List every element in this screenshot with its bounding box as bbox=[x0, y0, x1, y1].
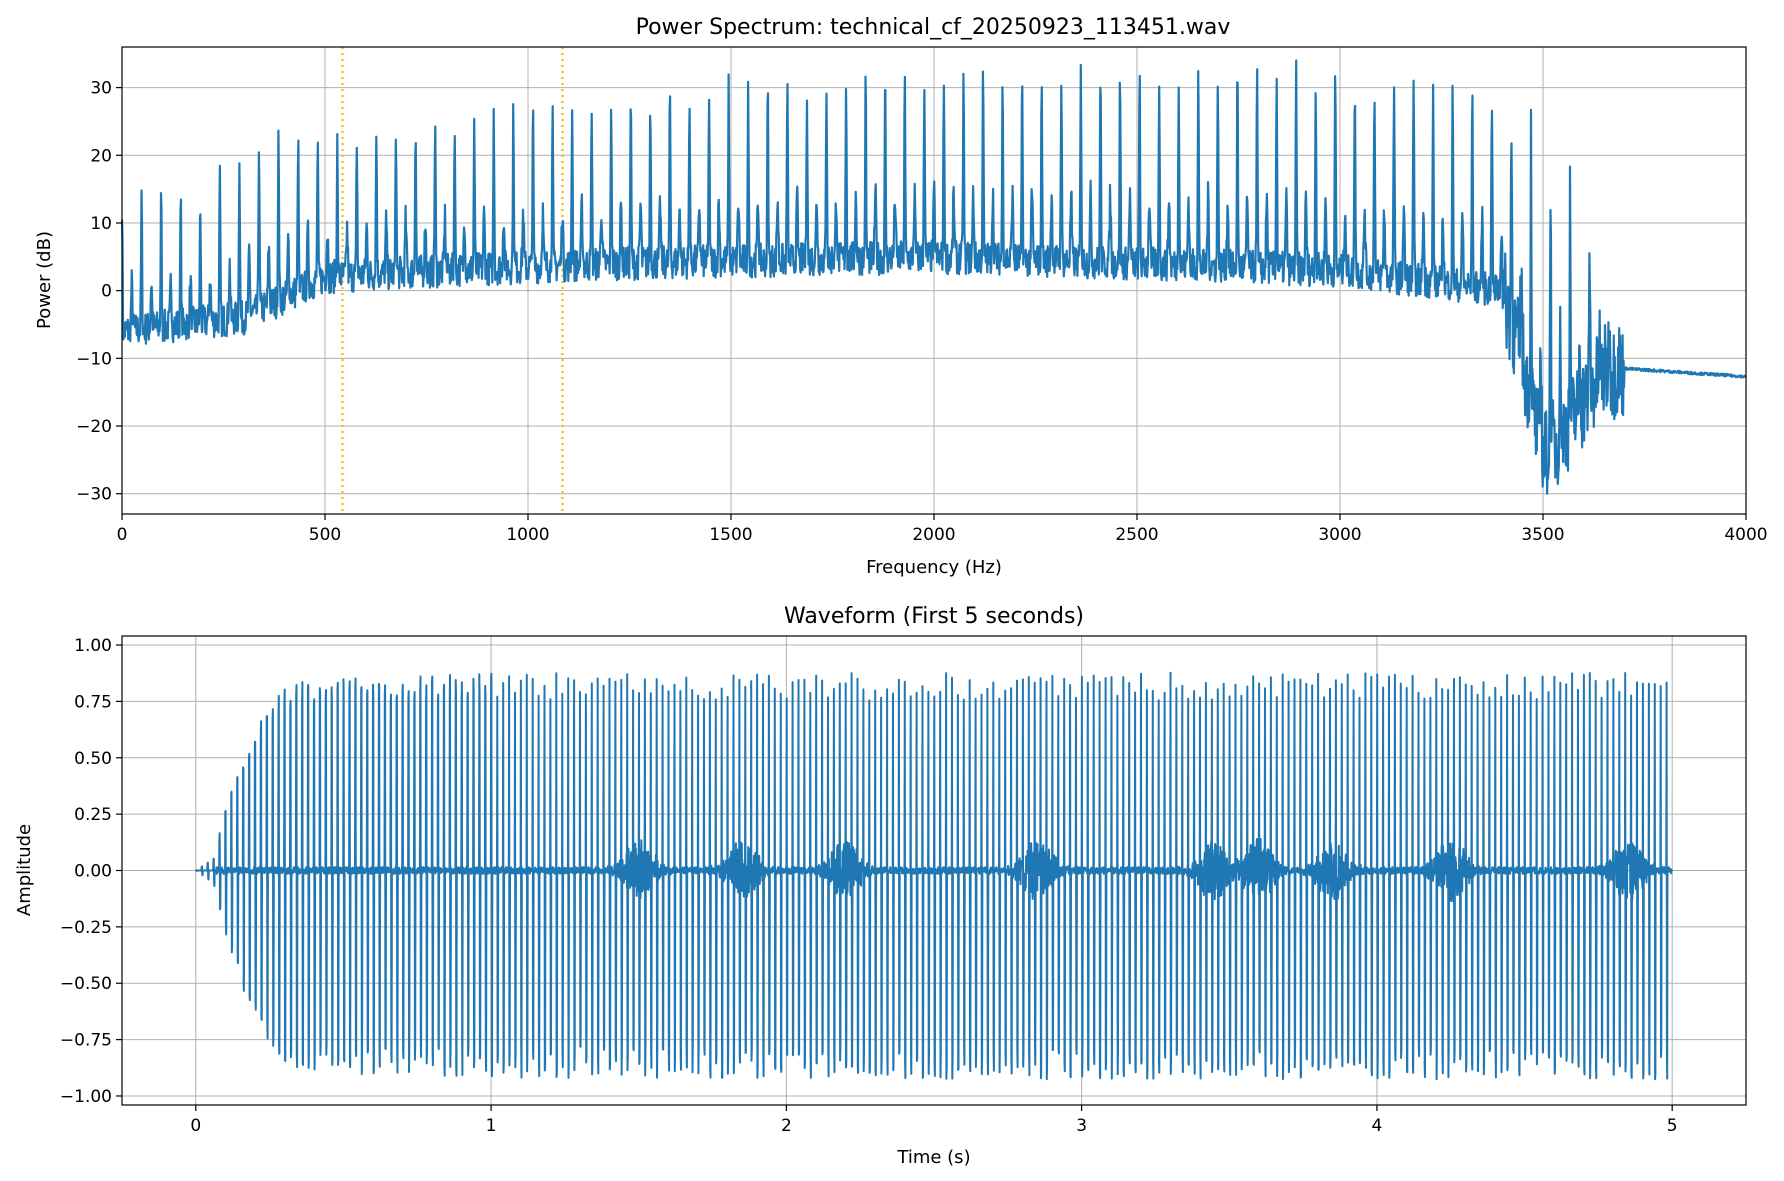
y-tick-label: 0.25 bbox=[74, 805, 112, 825]
x-tick-label: 2500 bbox=[1115, 525, 1158, 545]
x-tick-label: 3500 bbox=[1521, 525, 1564, 545]
x-tick-label: 1000 bbox=[506, 525, 549, 545]
x-tick-label: 5 bbox=[1667, 1116, 1678, 1136]
y-tick-label: 0.00 bbox=[74, 862, 112, 882]
x-tick-label: 1500 bbox=[709, 525, 752, 545]
power-spectrum-y-label: Power (dB) bbox=[34, 231, 55, 329]
x-tick-label: 0 bbox=[117, 525, 128, 545]
x-tick-label: 4000 bbox=[1724, 525, 1767, 545]
power-spectrum-y-ticks: −30 −20 −10 0 10 20 30 bbox=[76, 79, 122, 505]
y-tick-label: 10 bbox=[90, 214, 112, 234]
y-tick-label: 20 bbox=[90, 146, 112, 166]
x-tick-label: 3000 bbox=[1318, 525, 1361, 545]
y-tick-label: −0.25 bbox=[60, 918, 112, 938]
waveform-y-ticks: −1.00 −0.75 −0.50 −0.25 0.00 0.25 0.50 0.75 1.00 bbox=[60, 636, 122, 1107]
y-tick-label: −30 bbox=[76, 485, 112, 505]
power-spectrum-series bbox=[120, 59, 1747, 495]
y-tick-label: −10 bbox=[76, 349, 112, 369]
power-spectrum-title: Power Spectrum: technical_cf_20250923_11… bbox=[636, 15, 1231, 40]
y-tick-label: 0.75 bbox=[74, 692, 112, 712]
waveform-series bbox=[195, 671, 1673, 1081]
y-tick-label: −0.75 bbox=[60, 1031, 112, 1051]
power-spectrum-x-ticks: 0 500 1000 1500 2000 2500 3000 3500 4000 bbox=[117, 514, 1768, 545]
y-tick-label: 0 bbox=[101, 282, 112, 302]
x-tick-label: 3 bbox=[1076, 1116, 1087, 1136]
y-tick-label: 1.00 bbox=[74, 636, 112, 656]
waveform-y-label: Amplitude bbox=[14, 824, 35, 916]
x-tick-label: 0 bbox=[190, 1116, 201, 1136]
y-tick-label: 0.50 bbox=[74, 749, 112, 769]
y-tick-label: −0.50 bbox=[60, 974, 112, 994]
y-tick-label: 30 bbox=[90, 79, 112, 99]
x-tick-label: 2000 bbox=[912, 525, 955, 545]
waveform-title: Waveform (First 5 seconds) bbox=[784, 604, 1084, 629]
x-tick-label: 4 bbox=[1371, 1116, 1382, 1136]
y-tick-label: −20 bbox=[76, 417, 112, 437]
x-tick-label: 1 bbox=[486, 1116, 497, 1136]
y-tick-label: −1.00 bbox=[60, 1087, 112, 1107]
waveform-x-ticks: 0 1 2 3 4 5 bbox=[190, 1105, 1678, 1136]
power-spectrum-line bbox=[120, 59, 1747, 495]
waveform-line bbox=[195, 671, 1673, 1081]
waveform-x-label: Time (s) bbox=[896, 1147, 970, 1168]
x-tick-label: 500 bbox=[309, 525, 341, 545]
power-spectrum-panel: Power Spectrum: technical_cf_20250923_11… bbox=[34, 15, 1768, 578]
x-tick-label: 2 bbox=[781, 1116, 792, 1136]
power-spectrum-x-label: Frequency (Hz) bbox=[866, 557, 1002, 578]
